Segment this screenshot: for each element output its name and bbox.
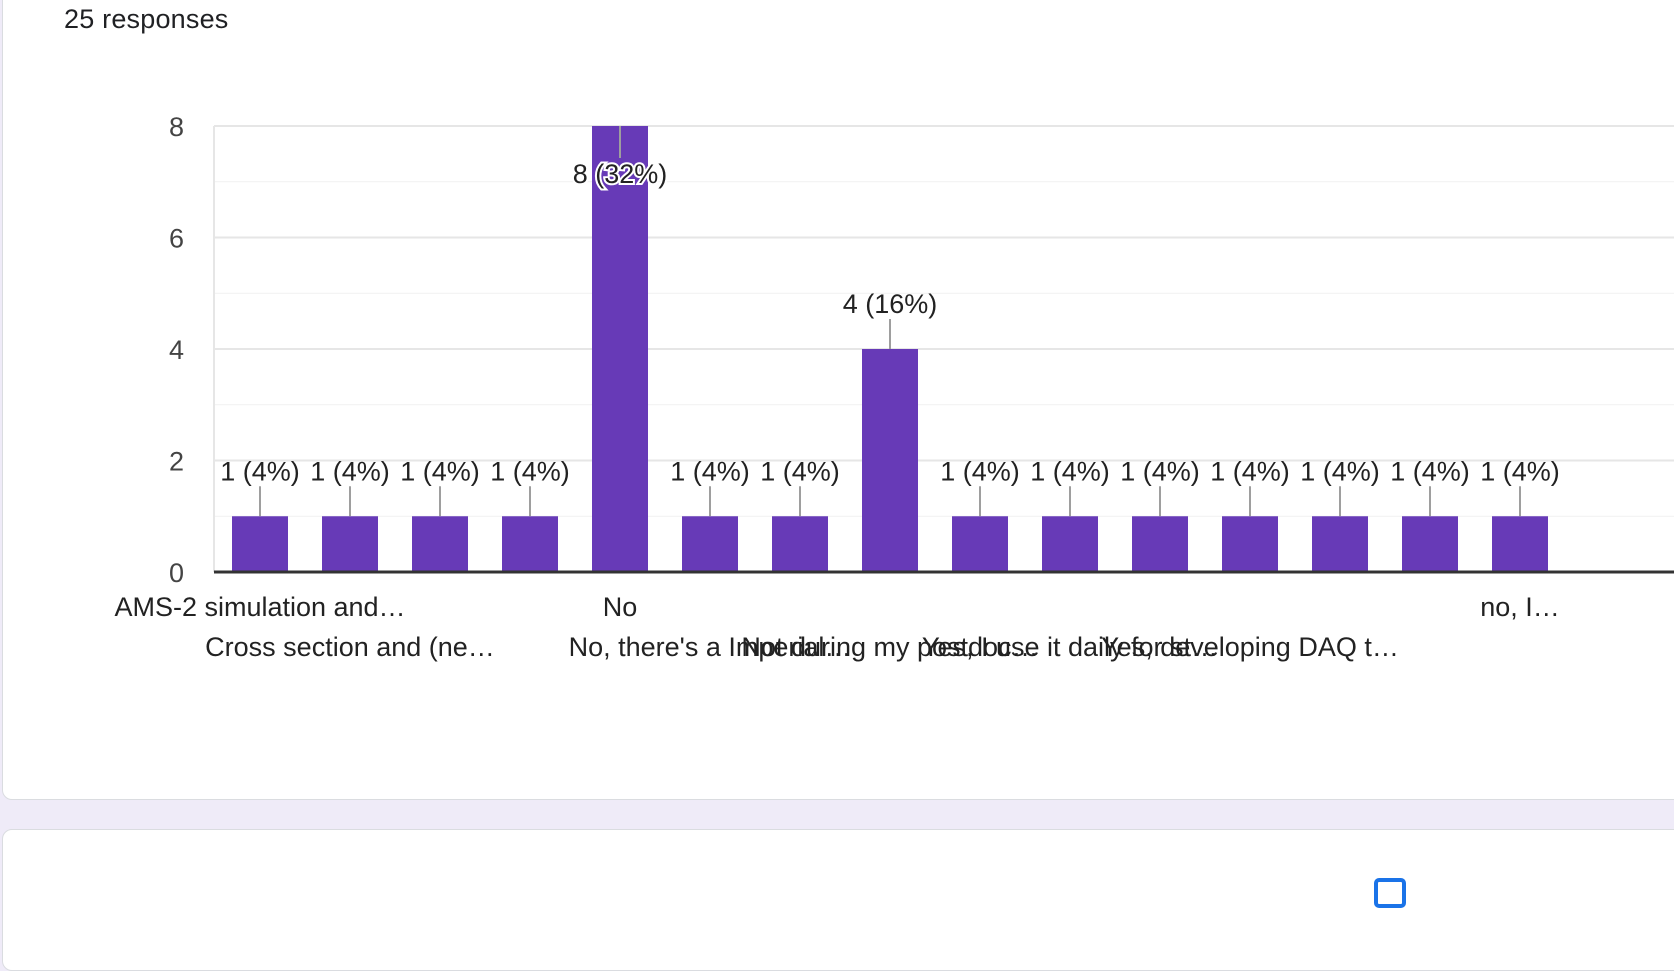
copy-icon[interactable] — [1374, 878, 1406, 908]
bar — [772, 516, 828, 572]
bar — [412, 516, 468, 572]
y-tick-label: 4 — [169, 335, 184, 365]
bar — [1042, 516, 1098, 572]
y-tick-label: 0 — [169, 558, 184, 588]
bar — [682, 516, 738, 572]
bar — [952, 516, 1008, 572]
data-label: 1 (4%) — [1300, 456, 1380, 486]
bar — [1132, 516, 1188, 572]
y-tick-label: 2 — [169, 447, 184, 477]
x-tick-label: Cross section and (ne… — [205, 632, 495, 662]
data-label: 1 (4%) — [1030, 456, 1110, 486]
bar-chart: 0 2 4 6 8 1 (4%) AMS-2 simulation and… 1 (4%) Cr… — [114, 112, 1674, 662]
data-label: 1 (4%) — [400, 456, 480, 486]
data-label: 1 (4%) — [490, 456, 570, 486]
bar — [1312, 516, 1368, 572]
bar — [592, 126, 648, 572]
x-tick-label: AMS-2 simulation and… — [114, 592, 405, 622]
x-tick-label: Yes, I use it daily for st… — [922, 632, 1218, 662]
next-card — [2, 829, 1674, 971]
data-label: 8 (32%) — [573, 159, 668, 189]
x-tick-label: Not during my postdoc… — [741, 632, 1038, 662]
bar — [1492, 516, 1548, 572]
y-tick-label: 6 — [169, 224, 184, 254]
summary-card — [2, 0, 1674, 800]
bar — [502, 516, 558, 572]
bar — [862, 349, 918, 572]
x-tick-label: No — [603, 592, 638, 622]
data-label: 1 (4%) — [310, 456, 390, 486]
response-count: 25 responses — [64, 4, 229, 34]
x-tick-label: no, I… — [1480, 592, 1560, 622]
bar — [232, 516, 288, 572]
data-label: 1 (4%) — [220, 456, 300, 486]
bar — [1402, 516, 1458, 572]
data-label: 1 (4%) — [760, 456, 840, 486]
data-label: 1 (4%) — [670, 456, 750, 486]
x-tick-label: Yes, developing DAQ t… — [1101, 632, 1399, 662]
bar — [1222, 516, 1278, 572]
data-label: 1 (4%) — [1120, 456, 1200, 486]
bar — [322, 516, 378, 572]
y-tick-label: 8 — [169, 112, 184, 142]
data-label: 1 (4%) — [1210, 456, 1290, 486]
data-label: 4 (16%) — [843, 289, 938, 319]
data-label: 1 (4%) — [940, 456, 1020, 486]
x-tick-label: No, there's a Imperial… — [569, 632, 852, 662]
data-label: 1 (4%) — [1480, 456, 1560, 486]
data-label: 1 (4%) — [1390, 456, 1470, 486]
